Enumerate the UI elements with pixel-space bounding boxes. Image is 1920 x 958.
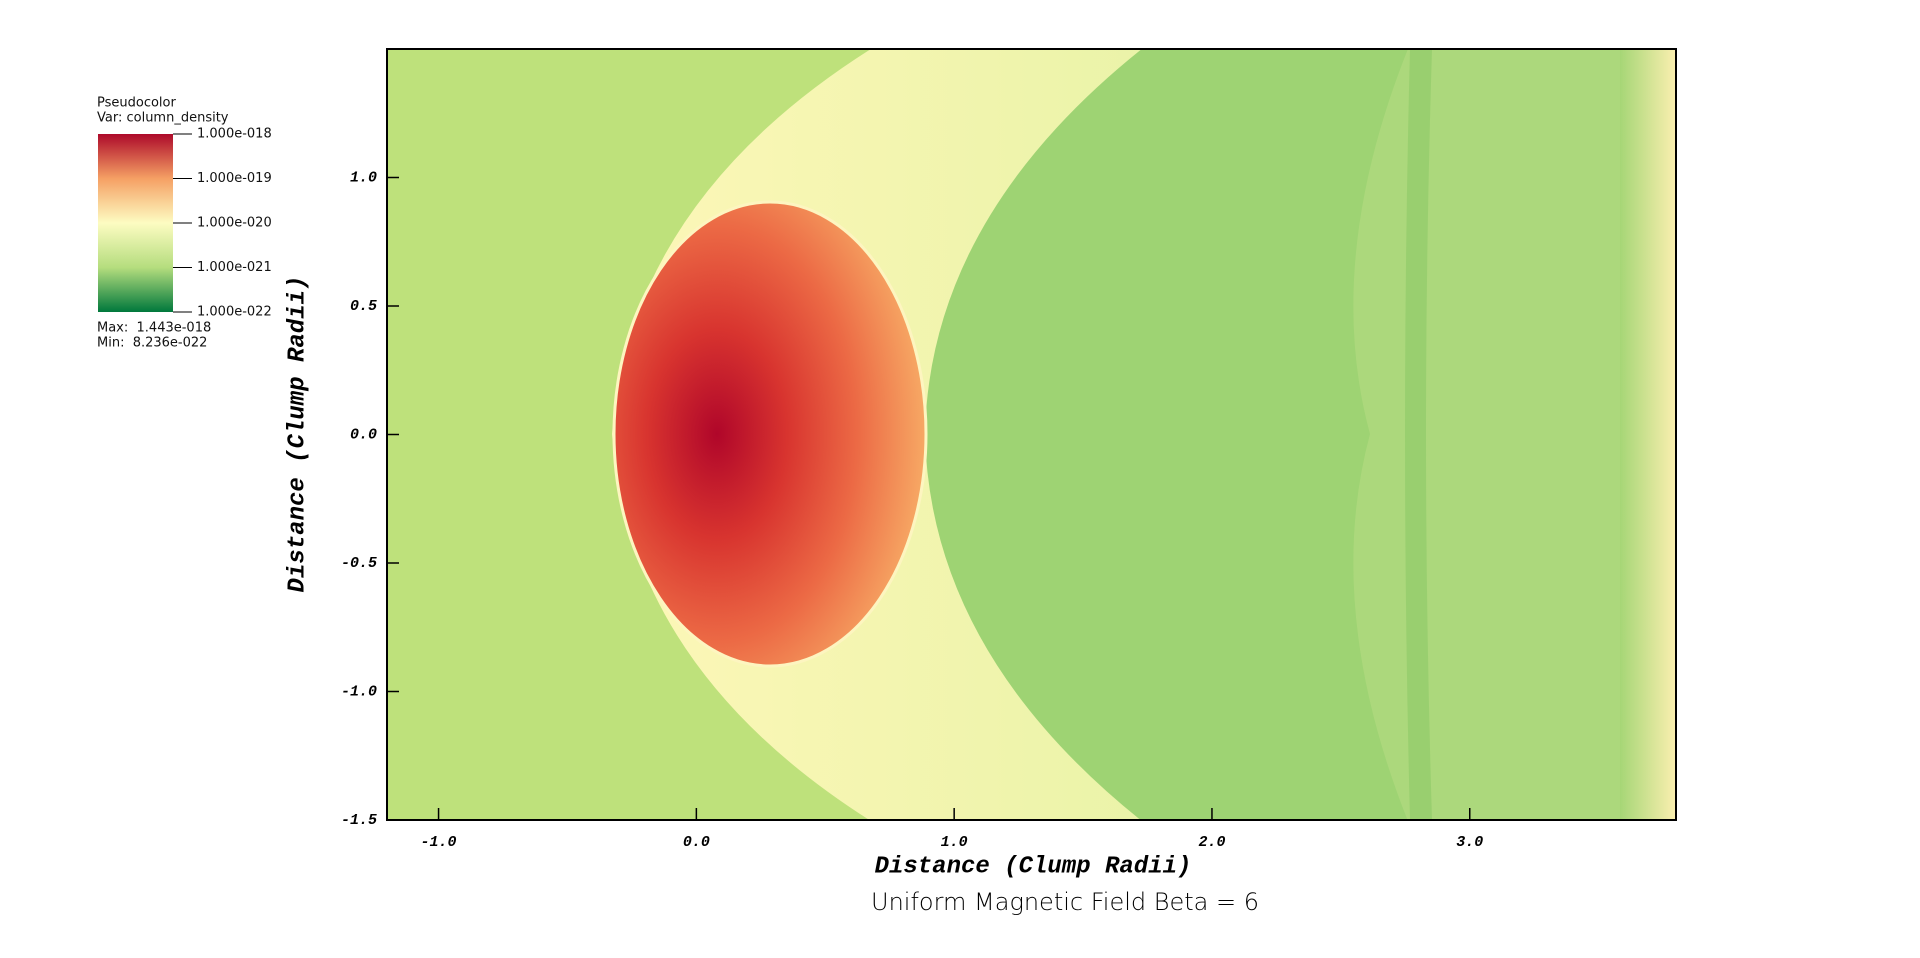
density-field: [387, 49, 1676, 820]
legend-title: Pseudocolor: [97, 96, 176, 111]
x-axis-label: Distance (Clump Radii): [875, 853, 1192, 880]
y-tick-label: 0.0: [350, 426, 377, 443]
chart-title: Uniform Magnetic Field Beta = 6: [871, 888, 1259, 916]
y-tick-label: 1.0: [350, 169, 377, 186]
colorbar-tick-label: 1.000e-021: [197, 260, 272, 275]
colorbar-tick-label: 1.000e-022: [197, 305, 272, 320]
y-tick-label: 0.5: [350, 298, 377, 315]
x-tick-label: 3.0: [1456, 834, 1483, 851]
y-tick-label: -0.5: [341, 555, 377, 572]
colorbar-tick-label: 1.000e-019: [197, 171, 272, 186]
legend-min: Min: 8.236e-022: [97, 336, 207, 351]
legend-max: Max: 1.443e-018: [97, 321, 211, 336]
y-axis-label: Distance (Clump Radii): [284, 276, 311, 593]
colorbar-tick-label: 1.000e-018: [197, 127, 272, 142]
x-tick-label: 2.0: [1198, 834, 1225, 851]
colorbar-tick-label: 1.000e-020: [197, 216, 272, 231]
y-tick-label: -1.5: [341, 812, 377, 829]
x-tick-label: 1.0: [941, 834, 968, 851]
legend-variable: Var: column_density: [97, 111, 229, 126]
x-tick-label: 0.0: [683, 834, 710, 851]
colorbar: [98, 134, 173, 312]
y-tick-label: -1.0: [341, 683, 377, 700]
x-tick-label: -1.0: [421, 834, 457, 851]
